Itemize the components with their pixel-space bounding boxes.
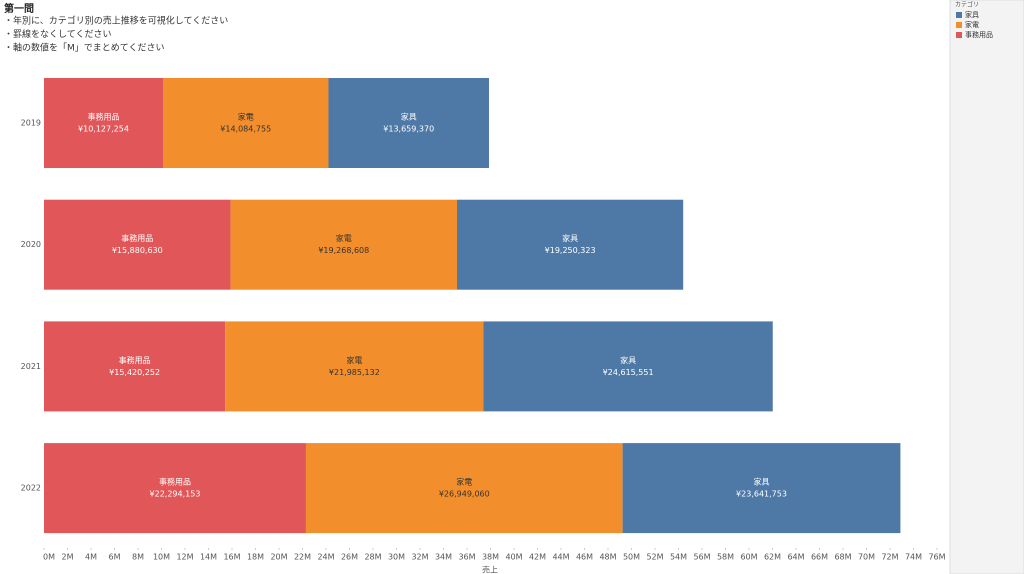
value-label: ¥14,084,755	[220, 125, 271, 134]
segment-name: 家具	[754, 477, 770, 487]
bar-segment	[457, 199, 684, 290]
x-tick-label: 66M	[811, 553, 828, 562]
x-tick-label: 44M	[552, 553, 569, 562]
segment-name: 家電	[336, 233, 352, 243]
segment-name: 事務用品	[87, 112, 119, 122]
value-label: ¥23,641,753	[736, 490, 787, 499]
x-tick-label: 12M	[176, 553, 193, 562]
value-label: ¥24,615,551	[603, 368, 654, 377]
segment-name: 家具	[562, 233, 578, 243]
x-tick-label: 74M	[905, 553, 922, 562]
bar-segment	[162, 78, 329, 168]
value-label: ¥15,880,630	[112, 246, 163, 255]
x-tick-label: 18M	[247, 553, 264, 562]
segment-name: 家具	[620, 355, 636, 365]
segment-name: 家電	[346, 355, 362, 365]
value-label: ¥19,250,323	[545, 246, 596, 255]
legend-panel	[949, 0, 1024, 574]
x-tick-label: 34M	[435, 553, 452, 562]
instruction: ・軸の数値を「M」でまとめてください	[4, 42, 165, 54]
x-tick-label: 32M	[411, 553, 428, 562]
segment-name: 家具	[401, 112, 417, 122]
bar-segment	[44, 321, 226, 412]
x-tick-label: 14M	[200, 553, 217, 562]
x-tick-label: 40M	[505, 553, 522, 562]
legend-swatch	[956, 32, 962, 38]
value-label: ¥26,949,060	[439, 490, 490, 499]
x-tick-label: 56M	[693, 553, 710, 562]
legend-label: 事務用品	[965, 30, 993, 39]
segment-name: 家電	[238, 112, 254, 122]
x-tick-label: 2M	[62, 553, 74, 562]
x-tick-label: 72M	[881, 553, 898, 562]
x-tick-label: 0M	[43, 553, 55, 562]
x-tick-label: 62M	[764, 553, 781, 562]
x-tick-label: 28M	[364, 553, 381, 562]
y-tick-label: 2021	[21, 362, 41, 371]
x-tick-label: 24M	[317, 553, 334, 562]
x-tick-label: 50M	[623, 553, 640, 562]
bar-segment	[44, 443, 306, 534]
legend-swatch	[956, 12, 962, 18]
bar-segment	[44, 78, 163, 168]
x-tick-label: 58M	[717, 553, 734, 562]
x-tick-label: 8M	[132, 553, 144, 562]
segment-name: 事務用品	[121, 233, 153, 243]
bar-segment	[305, 443, 623, 534]
bar-segment	[622, 443, 901, 534]
y-tick-label: 2020	[21, 240, 41, 249]
legend-title: カテゴリ	[955, 1, 979, 9]
instruction: ・罫線をなくしてください	[4, 28, 111, 40]
instruction: ・年別に、カテゴリ別の売上推移を可視化してください	[4, 15, 228, 27]
x-tick-label: 10M	[153, 553, 170, 562]
value-label: ¥10,127,254	[78, 125, 129, 134]
segment-name: 事務用品	[119, 355, 151, 365]
x-tick-label: 70M	[858, 553, 875, 562]
x-tick-label: 46M	[576, 553, 593, 562]
x-axis-label: 売上	[482, 565, 498, 574]
bar-segment	[483, 321, 773, 412]
x-tick-label: 30M	[388, 553, 405, 562]
value-label: ¥19,268,608	[318, 246, 369, 255]
x-tick-label: 68M	[834, 553, 851, 562]
bar-segment	[225, 321, 484, 412]
x-tick-label: 6M	[109, 553, 121, 562]
x-tick-label: 26M	[341, 553, 358, 562]
x-tick-label: 38M	[482, 553, 499, 562]
bar-segment	[44, 199, 231, 290]
x-tick-label: 52M	[646, 553, 663, 562]
bar-segment	[230, 199, 458, 290]
y-tick-label: 2022	[21, 484, 41, 493]
segment-name: 家電	[456, 477, 472, 487]
legend-label: 家電	[965, 20, 979, 29]
x-tick-label: 54M	[670, 553, 687, 562]
value-label: ¥22,294,153	[150, 490, 201, 499]
value-label: ¥15,420,252	[109, 368, 160, 377]
x-tick-label: 42M	[529, 553, 546, 562]
x-tick-label: 76M	[928, 553, 945, 562]
x-tick-label: 36M	[458, 553, 475, 562]
x-tick-label: 20M	[270, 553, 287, 562]
x-tick-label: 60M	[740, 553, 757, 562]
x-tick-label: 22M	[294, 553, 311, 562]
x-tick-label: 48M	[599, 553, 616, 562]
x-tick-label: 4M	[85, 553, 97, 562]
legend-swatch	[956, 22, 962, 28]
y-tick-label: 2019	[21, 119, 41, 128]
x-tick-label: 16M	[223, 553, 240, 562]
value-label: ¥21,985,132	[329, 368, 380, 377]
value-label: ¥13,659,370	[383, 125, 434, 134]
bar-segment	[328, 78, 489, 168]
chart-title: 第一問	[4, 2, 34, 15]
x-tick-label: 64M	[787, 553, 804, 562]
legend-label: 家具	[965, 10, 979, 19]
segment-name: 事務用品	[159, 477, 191, 487]
